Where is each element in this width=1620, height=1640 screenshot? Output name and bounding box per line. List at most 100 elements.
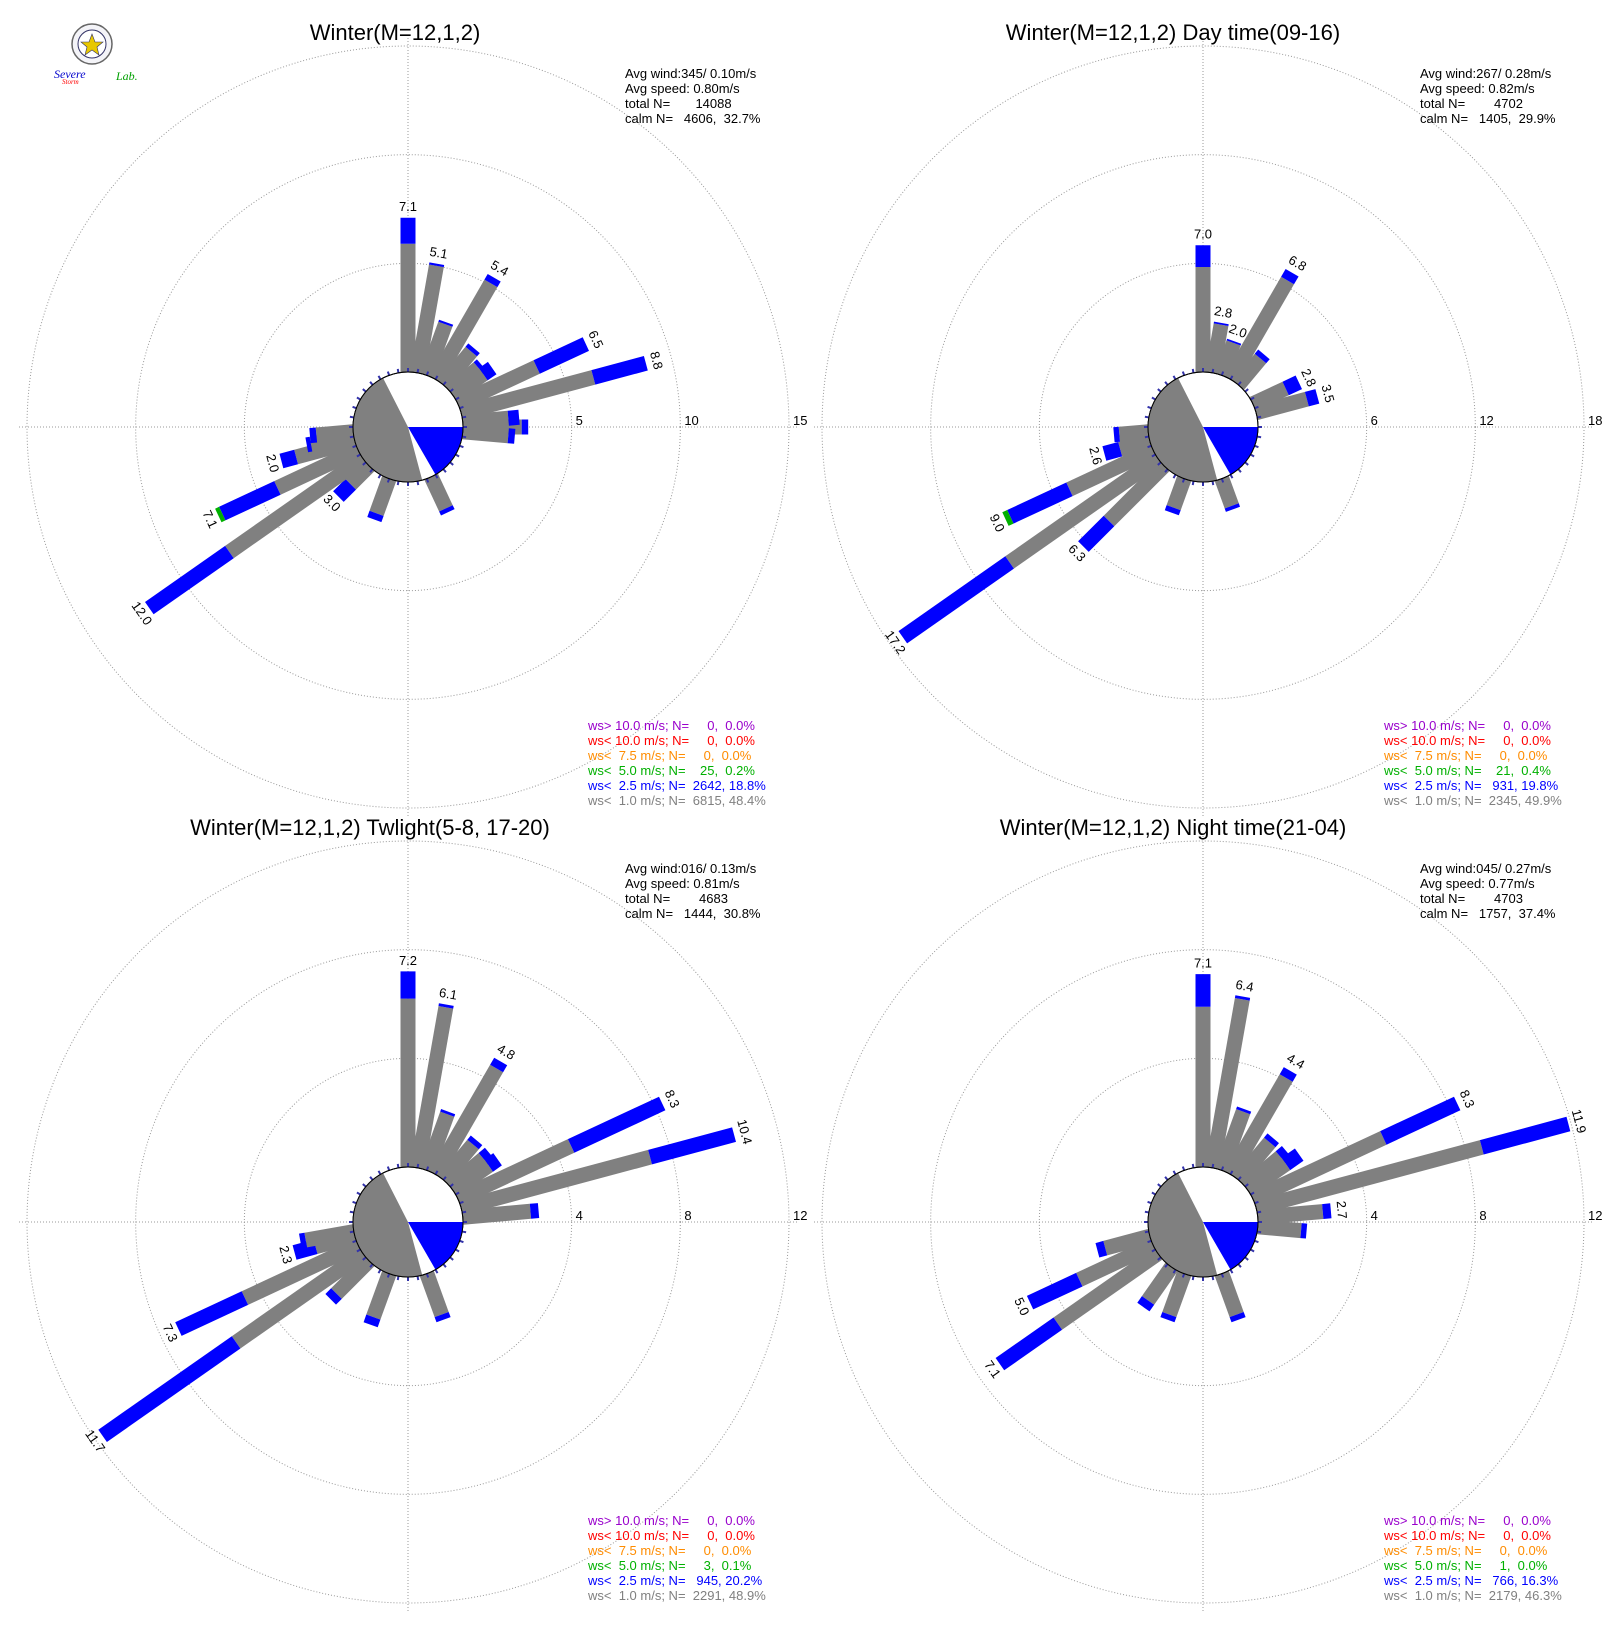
info-line: Avg wind:267/ 0.28m/s — [1420, 66, 1552, 81]
petal-segment-lt1 — [1118, 424, 1149, 442]
calm-ring-tick — [362, 1256, 367, 1261]
wind-rose-panel-4: 4 8 127.16.44.48.311.92.77.15.0Winter(M=12… — [814, 815, 1602, 1611]
petal-segment-lt1 — [1195, 1006, 1211, 1167]
calm-ring-tick — [1211, 480, 1215, 486]
petal-segment-lt1 — [274, 443, 362, 495]
petal-segment-lt1 — [345, 460, 375, 490]
petal-value-label: 7.1 — [399, 199, 417, 214]
petal-segment-lt1 — [1232, 353, 1267, 390]
petal-segment-lt1 — [429, 279, 498, 384]
petal-segment-lt2_5 — [367, 510, 384, 523]
petal-segment-lt2_5 — [465, 343, 480, 357]
calm-ring-tick — [1151, 453, 1156, 458]
petal-value-label: 6.1 — [438, 985, 458, 1003]
tick-label: 8 — [684, 1208, 691, 1223]
calm-ring-tick — [434, 1269, 439, 1274]
calm-circle-outline — [352, 371, 464, 483]
petal-value-label: 2.7 — [1334, 1200, 1351, 1219]
logo-text-lab: Lab. — [115, 69, 138, 83]
petal-value-label: 2.8 — [1213, 303, 1233, 321]
calm-ring-tick — [396, 368, 400, 374]
petal-segment-lt1 — [304, 1224, 356, 1248]
logo-emblem: Severe Storm Lab. — [54, 23, 138, 86]
calm-ring-tick — [1254, 1200, 1259, 1205]
calm-ring-tick — [449, 388, 454, 393]
calm-ring-tick — [459, 405, 464, 410]
petal-value-label: 6.5 — [585, 328, 606, 351]
calm-ring-tick — [1229, 474, 1234, 479]
calm-ring-tick — [386, 371, 391, 376]
petal-segment-lt2_5 — [1213, 321, 1229, 326]
petal-segment-lt1 — [1053, 1247, 1163, 1330]
petal-segment-lt2_5 — [363, 1314, 381, 1328]
petal-value-label: 7.0 — [1194, 227, 1212, 242]
calm-ring-tick — [1250, 1248, 1255, 1253]
legend-entry: ws< 7.5 m/s; N= 0, 0.0% — [1383, 748, 1548, 763]
calm-ring-tick — [1172, 1170, 1177, 1175]
calm-wedge-lt1 — [352, 1172, 423, 1278]
petal-segment-lt1 — [1232, 1137, 1276, 1185]
calm-ring-tick — [1147, 405, 1152, 410]
calm-ring-tick — [455, 1248, 460, 1253]
calm-ring-tick — [442, 1263, 447, 1268]
calm-ring-tick — [442, 1176, 447, 1181]
panel-title: Winter(M=12,1,2) Night time(21-04) — [1000, 815, 1347, 840]
legend-entry: ws< 1.0 m/s; N= 2179, 46.3% — [1383, 1588, 1562, 1603]
calm-ring-tick — [386, 1166, 391, 1171]
petal-segment-lt2_5 — [145, 545, 234, 615]
calm-ring-tick — [1147, 444, 1152, 449]
legend-entry: ws< 2.5 m/s; N= 931, 19.8% — [1383, 778, 1559, 793]
petal-segment-lt2_5 — [521, 419, 529, 435]
grid-circle — [930, 154, 1476, 700]
wind-rose-panel-1: 5 10 157.15.15.46.58.83.012.07.12.0Winter(… — [19, 20, 807, 816]
petal-segment-lt2_5 — [1236, 1106, 1252, 1115]
petal-segment-lt2_5 — [438, 319, 454, 327]
petal-segment-lt1 — [400, 243, 416, 372]
petal-segment-lt2_5 — [1264, 1133, 1279, 1148]
petal-value-label: 7.1 — [1194, 956, 1212, 971]
calm-ring-tick — [1172, 474, 1177, 479]
petal-segment-lt1 — [1257, 1219, 1302, 1239]
calm-ring-tick — [362, 1183, 367, 1188]
calm-ring-tick — [356, 1248, 361, 1253]
calm-ring-tick — [1191, 1275, 1195, 1281]
calm-ring-tick — [377, 474, 382, 479]
logo-text-storm: Storm — [62, 78, 79, 86]
petal-segment-lt2_5 — [567, 1096, 666, 1153]
wind-rose-panel-2: 6 12 187.02.82.06.82.83.56.317.29.02.6Wint… — [814, 20, 1602, 816]
petal-segment-lt2_5 — [1281, 269, 1299, 285]
info-line: total N= 4702 — [1420, 96, 1523, 111]
legend-entry: ws< 10.0 m/s; N= 0, 0.0% — [1383, 1528, 1551, 1543]
calm-ring-tick — [461, 1230, 467, 1234]
calm-ring-tick — [362, 388, 367, 393]
tick-label: 15 — [793, 413, 807, 428]
panel-title: Winter(M=12,1,2) Day time(09-16) — [1006, 20, 1340, 45]
calm-ring-tick — [1244, 1183, 1249, 1188]
calm-ring-tick — [1181, 478, 1186, 483]
calm-ring-tick — [461, 1210, 467, 1214]
tick-label: 4 — [1371, 1208, 1378, 1223]
petal-segment-lt1 — [1205, 323, 1229, 375]
legend-entry: ws> 10.0 m/s; N= 0, 0.0% — [1383, 1513, 1551, 1528]
petal-segment-lt2_5 — [439, 505, 455, 516]
petal-segment-lt2_5 — [305, 436, 313, 453]
calm-ring-tick — [362, 461, 367, 466]
petal-segment-lt2_5 — [1026, 1272, 1083, 1310]
calm-ring-tick — [1220, 478, 1225, 483]
petal-value-label: 7.3 — [160, 1321, 181, 1344]
info-line: Avg speed: 0.82m/s — [1420, 81, 1535, 96]
petal-segment-lt2_5 — [1007, 482, 1073, 524]
petal-value-label: 2.0 — [263, 453, 282, 474]
calm-ring-tick — [449, 1183, 454, 1188]
grid-circle — [135, 154, 681, 700]
calm-ring-tick — [1256, 1210, 1262, 1214]
calm-ring-tick — [1164, 468, 1169, 473]
info-line: total N= 4703 — [1420, 891, 1523, 906]
legend-entry: ws< 10.0 m/s; N= 0, 0.0% — [1383, 733, 1551, 748]
legend-entry: ws> 10.0 m/s; N= 0, 0.0% — [587, 718, 755, 733]
petal-segment-lt2_5 — [1224, 503, 1240, 512]
calm-ring-tick — [1211, 1275, 1215, 1281]
petal-segment-lt2_5 — [507, 428, 516, 444]
calm-ring-tick — [1181, 1273, 1186, 1278]
